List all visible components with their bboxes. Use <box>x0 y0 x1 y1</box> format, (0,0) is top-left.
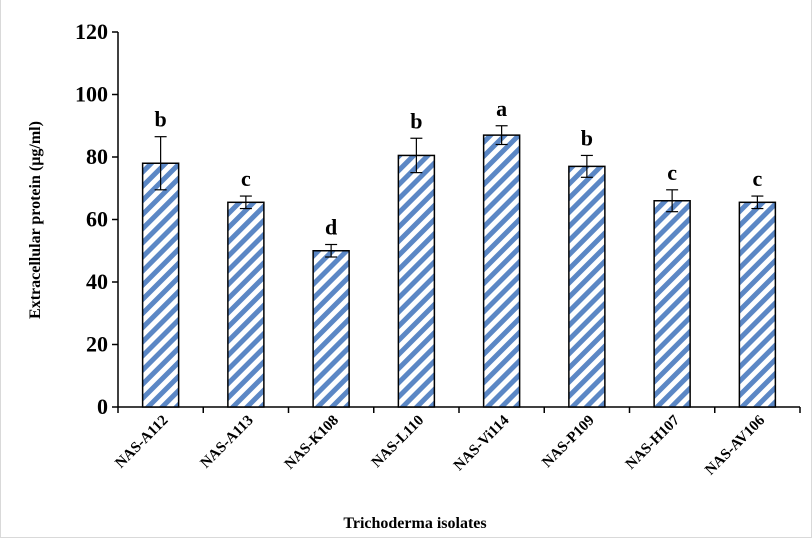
x-tick-label: NAS-L110 <box>369 413 427 471</box>
bar <box>482 134 521 408</box>
bar <box>227 201 265 408</box>
x-tick-label: NAS-H107 <box>623 412 684 473</box>
significance-letter: c <box>752 166 762 191</box>
y-tick-label: 80 <box>86 144 108 169</box>
y-tick-label: 100 <box>75 82 108 107</box>
x-axis-title: Trichoderma isolates <box>343 515 486 532</box>
significance-letter: b <box>410 108 422 133</box>
significance-letter: b <box>581 125 593 150</box>
x-tick-label: NAS-A112 <box>112 413 171 472</box>
significance-letter: c <box>667 160 677 185</box>
x-tick-label: NAS-AV106 <box>702 412 768 478</box>
bar <box>653 200 691 408</box>
bar <box>141 162 180 408</box>
bar <box>312 250 350 408</box>
significance-letter: b <box>155 107 167 132</box>
significance-letter: a <box>496 96 507 121</box>
y-tick-label: 20 <box>86 332 108 357</box>
bar <box>738 201 777 408</box>
bar <box>568 165 606 408</box>
significance-letter: c <box>241 166 251 191</box>
y-tick-label: 40 <box>86 269 108 294</box>
x-tick-label: NAS-Vi114 <box>451 412 513 474</box>
y-tick-label: 0 <box>97 394 108 419</box>
significance-letter: d <box>325 215 337 240</box>
y-axis-title: Extracellular protein (µg/ml) <box>27 121 44 319</box>
bar <box>397 154 436 408</box>
y-tick-label: 60 <box>86 207 108 232</box>
x-tick-label: NAS-P109 <box>539 413 597 471</box>
y-tick-label: 120 <box>75 19 108 44</box>
x-tick-label: NAS-K108 <box>282 413 342 473</box>
x-tick-label: NAS-A113 <box>198 413 257 472</box>
plot-area: 0 20 40 60 80 100 120 b NAS-A112 c NAS-A113 d NAS-K1… <box>75 19 801 478</box>
